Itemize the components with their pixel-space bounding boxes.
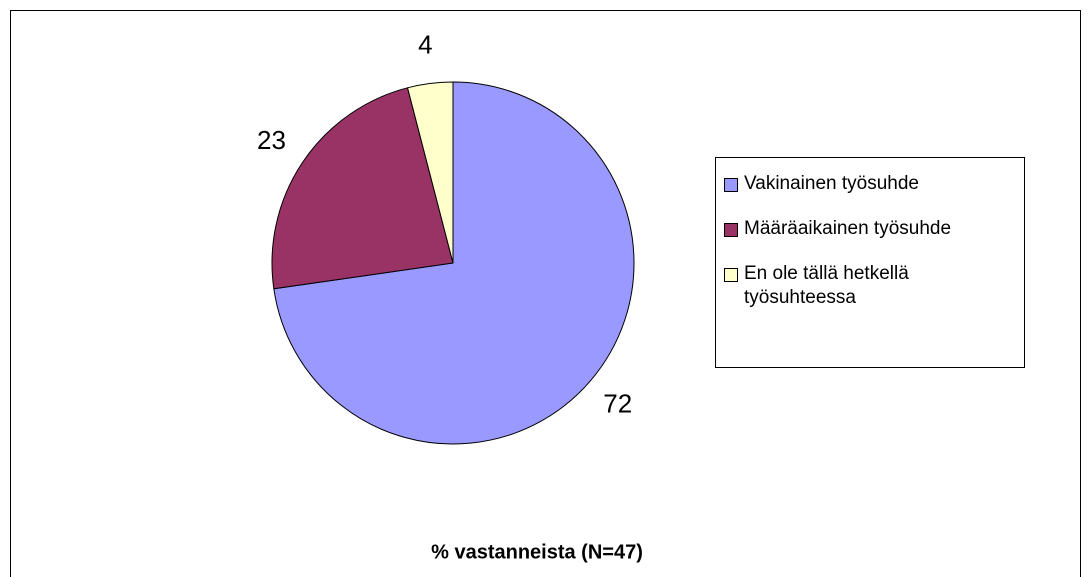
data-label: 4 xyxy=(418,30,432,60)
legend-item: En ole tällä hetkellä työsuhteessa xyxy=(724,262,1018,310)
legend-swatch xyxy=(724,268,738,282)
data-label: 72 xyxy=(603,389,632,419)
legend-item: Määräaikainen työsuhde xyxy=(724,217,1018,241)
legend: Vakinainen työsuhde Määräaikainen työsuhd… xyxy=(715,157,1025,368)
pie-slice xyxy=(271,87,454,290)
pie-slice xyxy=(273,81,635,445)
data-label: 23 xyxy=(257,125,286,155)
legend-swatch xyxy=(724,178,738,192)
pie-slice xyxy=(406,81,454,264)
legend-label: Vakinainen työsuhde xyxy=(744,173,919,194)
legend-label: En ole tällä hetkellä työsuhteessa xyxy=(744,263,909,308)
legend-swatch xyxy=(724,223,738,237)
legend-item: Vakinainen työsuhde xyxy=(724,172,1018,196)
legend-label: Määräaikainen työsuhde xyxy=(744,218,952,239)
chart-title: % vastanneista (N=47) xyxy=(431,541,643,563)
